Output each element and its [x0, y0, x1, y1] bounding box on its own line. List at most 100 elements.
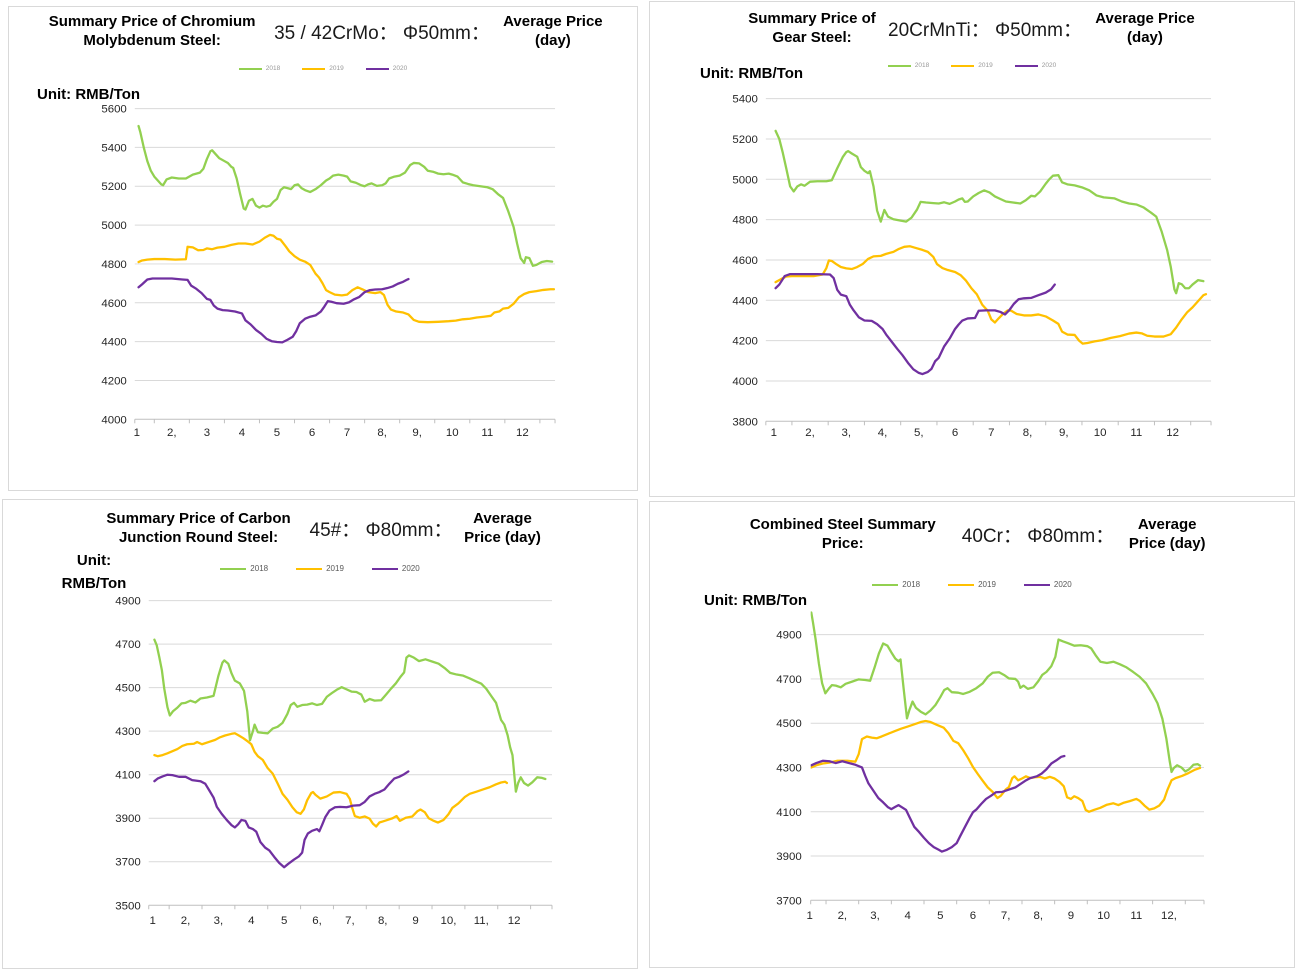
y-axis-label: 4300 [115, 726, 140, 738]
y-axis-label: 4800 [732, 215, 757, 227]
x-axis-label: 7 [344, 427, 350, 439]
y-axis-label: 5000 [101, 220, 126, 232]
chart-panel-combined-steel[interactable]: Combined Steel Summary Price: 40Cr： Φ80m… [649, 501, 1295, 968]
x-axis-label: 1 [807, 910, 813, 922]
legend-item-2020: 2020 [371, 564, 420, 573]
series-line-2018 [774, 129, 1205, 295]
chart-title-spec: 45#： Φ80mm： [309, 520, 453, 542]
x-axis-label: 3, [842, 427, 852, 439]
legend-item-2020: 2020 [1023, 580, 1072, 589]
y-axis-label: 4900 [115, 596, 140, 608]
legend-swatch [302, 67, 326, 70]
chart-panel-gear-steel[interactable]: Summary Price of Gear Steel: 20CrMnTi： Φ… [649, 1, 1295, 497]
y-axis-label: 3500 [115, 900, 140, 912]
y-axis-label: 4000 [101, 414, 126, 426]
legend-label: 2019 [978, 580, 996, 589]
x-axis-label: 9 [1068, 910, 1074, 922]
chart-title: Summary Price of Gear Steel: 20CrMnTi： Φ… [650, 10, 1294, 48]
y-axis-label: 4400 [732, 295, 757, 307]
series-line-2020 [810, 754, 1066, 853]
y-axis-label: 5000 [732, 174, 757, 186]
x-axis-label: 9, [1059, 427, 1069, 439]
chart-canvas: 3500 3700 3900 4100 4300 4500 4700 4900 1 2, 3, 4 5 6… [115, 596, 553, 927]
chart-title-material: Summary Price of Carbon Junction Round S… [106, 510, 291, 546]
legend-item-2018: 2018 [238, 65, 280, 72]
chart-title: Summary Price of Carbon Junction Round S… [3, 510, 637, 548]
chart-title-material: Summary Price of Gear Steel: [748, 10, 876, 46]
x-axis-label: 12, [1161, 910, 1177, 922]
legend-label: 2018 [902, 580, 921, 589]
series-line-2018 [810, 611, 1202, 774]
legend-swatch [371, 567, 398, 570]
legend-label: 2020 [392, 65, 408, 72]
x-axis-label: 12 [516, 427, 529, 439]
x-axis-label: 1 [134, 427, 140, 439]
legend-label: 2019 [978, 62, 993, 69]
legend-swatch [948, 583, 975, 586]
chart-canvas: 4000 4200 4400 4600 4800 5000 5200 5400 5600 1 2, 3… [101, 104, 556, 439]
series-line-2020 [153, 770, 410, 869]
x-axis-label: 3, [214, 915, 224, 927]
x-axis-label: 5 [274, 427, 280, 439]
x-axis-label: 10 [1094, 427, 1107, 439]
legend-swatch [238, 67, 262, 70]
x-axis-label: 8, [378, 915, 388, 927]
legend-label: 2018 [250, 564, 269, 573]
legend-label: 2019 [326, 564, 344, 573]
x-axis-label: 1 [771, 427, 777, 439]
y-axis-label: 4600 [101, 298, 126, 310]
y-axis-label: 3900 [776, 851, 801, 863]
y-axis-label: 4300 [776, 762, 801, 774]
chart-legend: 2018 2019 2020 [650, 62, 1294, 69]
x-axis-label: 8, [1023, 427, 1033, 439]
y-axis-label: 4500 [115, 683, 140, 695]
chart-title-spec: 35 / 42CrMo： Φ50mm： [274, 23, 490, 45]
x-axis-label: 4 [904, 910, 911, 922]
legend-item-2019: 2019 [296, 564, 344, 573]
y-axis-label: 5200 [101, 181, 126, 193]
chart-legend: 2018 2019 2020 [3, 564, 637, 573]
chart-legend: 2018 2019 2020 [9, 65, 637, 72]
legend-item-2018: 2018 [887, 62, 930, 69]
chart-panel-carbon-round-steel[interactable]: Summary Price of Carbon Junction Round S… [2, 499, 638, 969]
x-axis-label: 7, [345, 915, 355, 927]
y-axis-label: 4200 [732, 336, 757, 348]
chart-legend: 2018 2019 2020 [650, 580, 1294, 589]
legend-item-2018: 2018 [220, 564, 268, 573]
chart-title-metric: Average Price (day) [1095, 10, 1195, 46]
chart-title-material: Summary Price of Chromium Molybdenum Ste… [48, 13, 256, 49]
x-axis-label: 11 [481, 427, 493, 439]
unit-label: Unit: RMB/Ton [61, 552, 127, 592]
legend-item-2020: 2020 [365, 65, 408, 72]
y-axis-label: 5600 [101, 104, 126, 116]
unit-label: Unit: RMB/Ton [700, 65, 804, 82]
series-line-2019 [810, 719, 1202, 813]
x-axis-label: 6 [309, 427, 315, 439]
chart-panel-chromium-molybdenum[interactable]: Summary Price of Chromium Molybdenum Ste… [8, 6, 638, 491]
x-axis-label: 10, [440, 915, 456, 927]
y-axis-label: 4700 [776, 674, 801, 686]
x-axis-label: 9 [412, 915, 418, 927]
x-axis-label: 5 [937, 910, 943, 922]
y-axis-label: 4100 [776, 807, 801, 819]
x-axis-label: 2, [167, 427, 177, 439]
legend-label: 2018 [914, 62, 930, 69]
legend-swatch [220, 567, 247, 570]
y-axis-label: 5400 [732, 94, 757, 106]
x-axis-label: 6, [312, 915, 322, 927]
legend-swatch [872, 583, 899, 586]
series-line-2018 [153, 638, 547, 793]
y-axis-label: 5200 [732, 134, 757, 146]
x-axis-label: 11 [1130, 427, 1142, 439]
chart-canvas: 3800 4000 4200 4400 4600 4800 5000 5200 5400 1 2, 3… [732, 94, 1212, 439]
y-axis-label: 5400 [101, 142, 126, 154]
y-axis-label: 4100 [115, 770, 140, 782]
legend-item-2020: 2020 [1014, 62, 1056, 69]
series-line-2020 [774, 272, 1056, 376]
legend-label: 2019 [329, 65, 344, 72]
x-axis-label: 2, [181, 915, 191, 927]
x-axis-label: 1 [150, 915, 156, 927]
x-axis-label: 10 [1097, 910, 1110, 922]
y-axis-label: 4200 [101, 375, 126, 387]
